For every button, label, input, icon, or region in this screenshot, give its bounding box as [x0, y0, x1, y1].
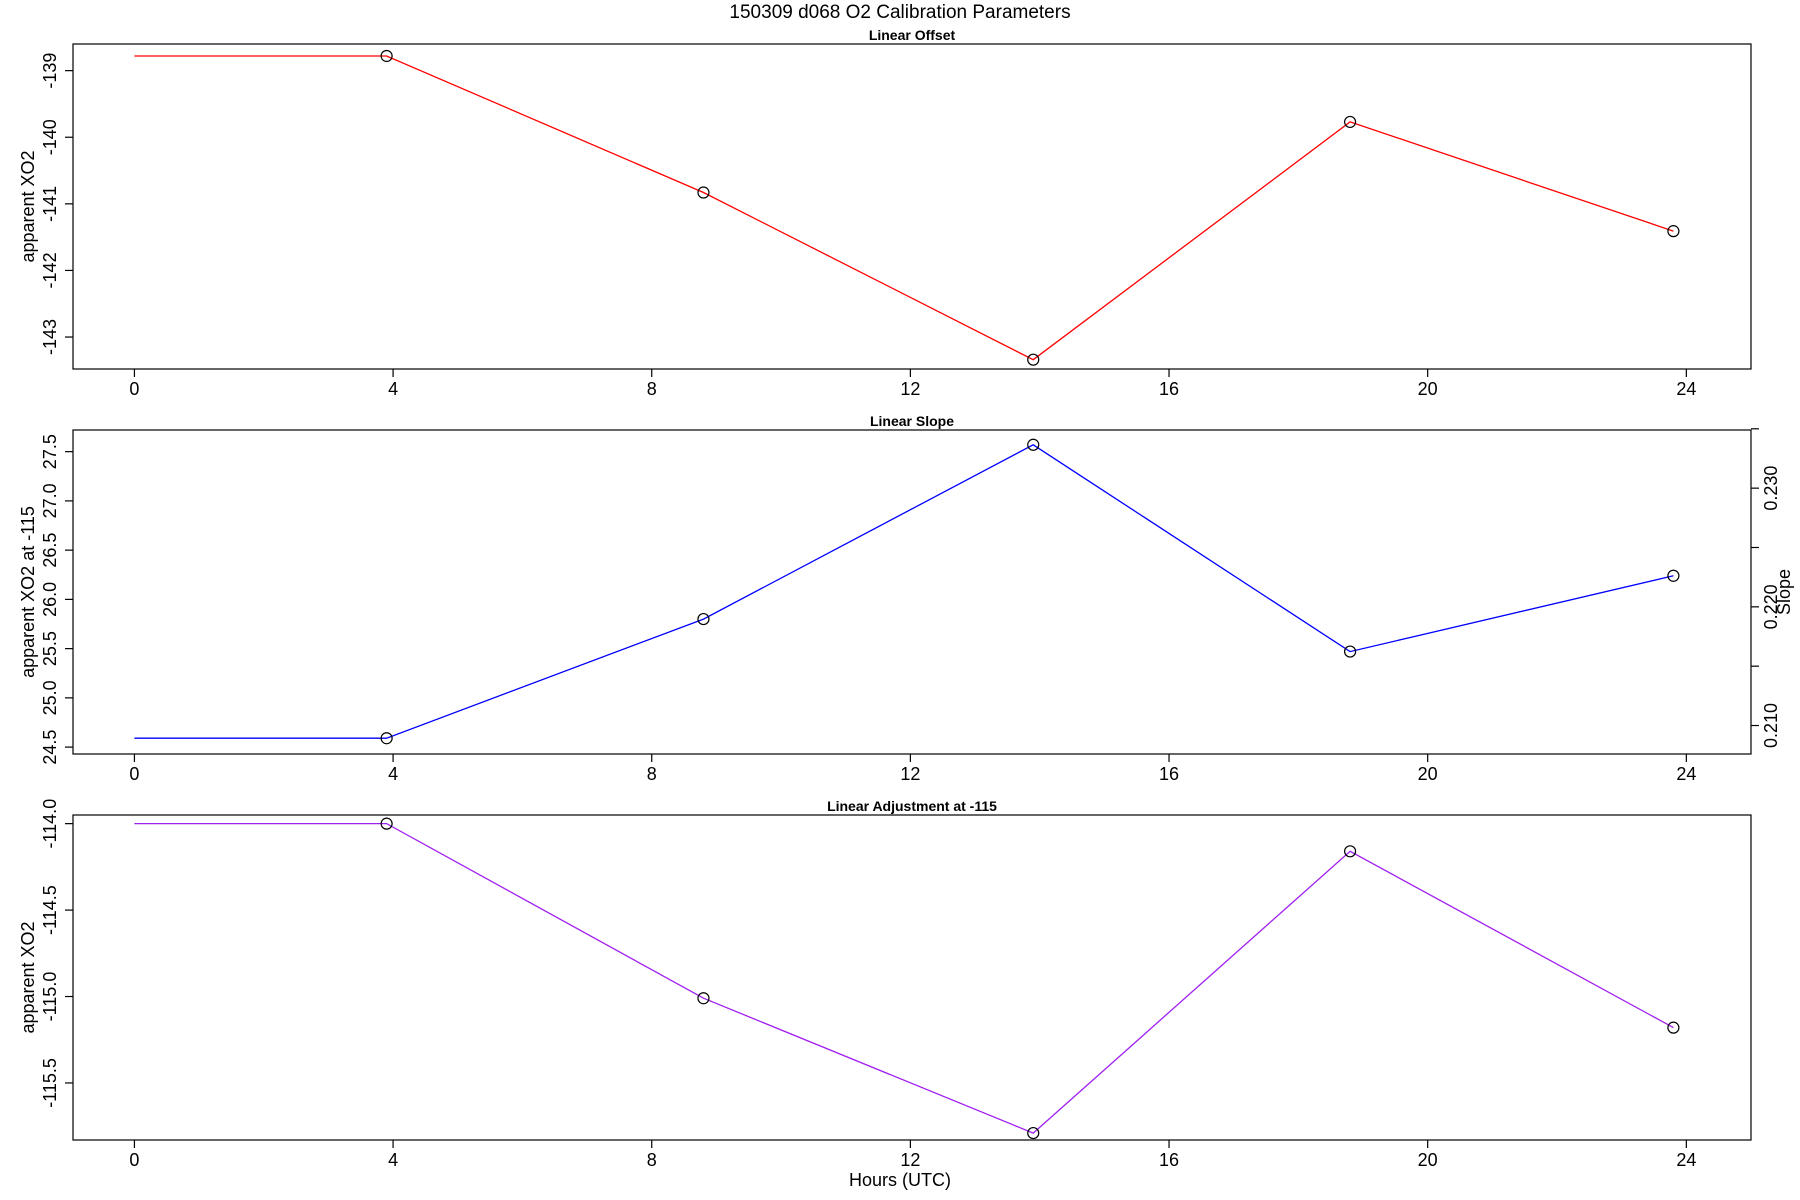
y-tick-label: 25.0 [40, 680, 60, 715]
y-tick-label: 24.5 [40, 730, 60, 765]
panel-3: Linear Adjustment at -115 0 4 8 12 16 20 24 -114… [18, 798, 1752, 1170]
x-tick-label: 0 [129, 764, 139, 784]
right-y-axis-label: Slope [1774, 569, 1794, 615]
x-tick-label: 0 [129, 1150, 139, 1170]
y-tick-label: 26.5 [40, 533, 60, 568]
y-tick-label: -140 [40, 119, 60, 155]
data-point [697, 186, 710, 199]
x-tick-label: 20 [1418, 379, 1438, 399]
y-tick-label: -115.0 [40, 972, 60, 1022]
data-point [380, 49, 393, 63]
x-tick-label: 20 [1418, 764, 1438, 784]
y-tick-label: 27.5 [40, 434, 60, 469]
plot-frame [72, 43, 1752, 370]
y-tick-label: -114.5 [40, 885, 60, 935]
x-tick-label: 8 [647, 379, 657, 399]
y-tick-label: 26.0 [40, 582, 60, 617]
panel-1: Linear Offset 0 4 8 12 16 20 24 -139 -140 -141 -142… [18, 27, 1752, 399]
x-tick-label: 8 [647, 1150, 657, 1170]
data-point [380, 732, 393, 745]
panels-group: Linear Offset 0 4 8 12 16 20 24 -139 -140 -141 -142… [18, 27, 1794, 1170]
x-tick-label: 4 [388, 379, 398, 399]
data-point [1667, 569, 1680, 582]
x-tick-label: 4 [388, 764, 398, 784]
data-point [1027, 438, 1040, 451]
x-tick-label: 0 [129, 379, 139, 399]
data-point [380, 817, 393, 830]
plot-frame [72, 814, 1752, 1141]
y-axis-label: apparent XO2 at -115 [18, 506, 38, 678]
x-tick-label: 24 [1676, 1150, 1696, 1170]
x-tick-label: 16 [1159, 764, 1179, 784]
panel-title: Linear Offset [869, 27, 956, 43]
right-y-tick-label: 0.220 [1761, 584, 1781, 629]
x-tick-label: 24 [1676, 764, 1696, 784]
x-tick-label: 20 [1418, 1150, 1438, 1170]
data-point [1027, 353, 1040, 366]
x-axis-title: Hours (UTC) [849, 1170, 951, 1190]
x-tick-label: 16 [1159, 1150, 1179, 1170]
series-line [134, 822, 1674, 1134]
y-tick-label: -143 [40, 319, 60, 355]
y-tick-label: -114.0 [40, 799, 60, 849]
data-point [1343, 645, 1357, 658]
x-tick-label: 12 [900, 1150, 920, 1170]
y-axis-label: apparent XO2 [18, 921, 38, 1033]
right-y-tick-label: 0.210 [1761, 703, 1781, 748]
x-tick-label: 24 [1676, 379, 1696, 399]
data-point [1343, 115, 1357, 129]
x-tick-label: 8 [647, 764, 657, 784]
figure-title: 150309 d068 O2 Calibration Parameters [729, 2, 1070, 23]
panel-title: Linear Adjustment at -115 [827, 798, 997, 814]
y-tick-label: -139 [40, 53, 60, 89]
x-tick-label: 12 [900, 764, 920, 784]
data-point [697, 612, 710, 626]
plot-frame [72, 429, 1752, 755]
y-tick-label: -115.5 [40, 1058, 60, 1108]
x-tick-label: 12 [900, 379, 920, 399]
y-tick-label: -142 [40, 252, 60, 288]
y-axis-label: apparent XO2 [18, 150, 38, 262]
panel-title: Linear Slope [870, 413, 954, 429]
y-tick-label: 25.5 [40, 631, 60, 666]
y-tick-label: -141 [40, 186, 60, 222]
data-point [1027, 1126, 1040, 1140]
data-point [697, 992, 710, 1005]
right-y-tick-label: 0.230 [1761, 466, 1781, 511]
y-tick-label: 27.0 [40, 483, 60, 518]
data-point [1667, 1021, 1680, 1034]
x-tick-label: 4 [388, 1150, 398, 1170]
data-point [1667, 225, 1680, 238]
panel-2: Linear Slope 0 4 8 12 16 20 24 24.5 25.0 25.5 26.0 2… [18, 413, 1794, 784]
x-tick-label: 16 [1159, 379, 1179, 399]
series-line [134, 55, 1674, 361]
data-point [1343, 845, 1357, 858]
series-line [134, 444, 1674, 739]
